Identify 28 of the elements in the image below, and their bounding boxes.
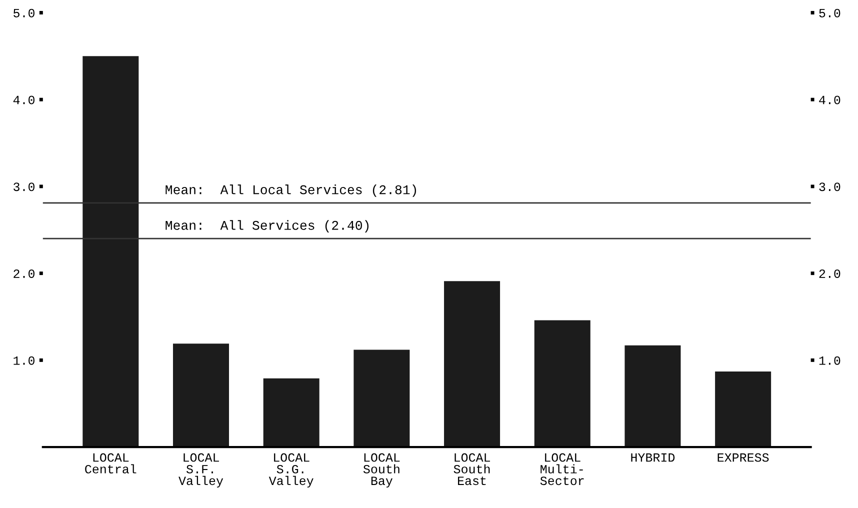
bar — [444, 281, 500, 448]
bar — [715, 371, 772, 448]
x-tick-label: LOCAL S.F. Valley — [178, 453, 224, 488]
y2-tick-label: 2.0 — [819, 269, 840, 278]
y2-tick-label: 1.0 — [819, 356, 840, 365]
x-tick-label: LOCAL S.G. Valley — [268, 453, 314, 488]
y2-tick-label: 4.0 — [819, 96, 840, 104]
y2-tick-label: 5.0 — [819, 8, 840, 18]
x-tick-label: LOCAL South Bay — [363, 453, 400, 488]
y-tick-label: 4.0 — [13, 96, 34, 104]
x-tick-label: LOCAL Multi- Sector — [540, 453, 584, 486]
x-tick-label: LOCAL Central — [85, 453, 136, 474]
x-tick-label: LOCAL South East — [454, 453, 490, 486]
bar — [263, 378, 320, 448]
bar — [82, 56, 139, 448]
bar — [534, 320, 590, 448]
x-tick-label: EXPRESS — [718, 453, 769, 462]
bar — [354, 350, 410, 448]
y-tick-label: 1.0 — [14, 356, 34, 365]
x-tick-label: HYBRID — [631, 453, 675, 462]
y-tick-label: 2.0 — [14, 269, 34, 278]
bar — [624, 345, 681, 448]
ref-line-label: Mean: All Local Services (2.81) — [166, 184, 416, 197]
y-tick-label: 3.0 — [14, 182, 34, 192]
y2-tick-label: 3.0 — [819, 182, 840, 192]
y-tick-label: 5.0 — [14, 8, 34, 18]
bar — [172, 344, 230, 448]
ref-line-label: Mean: All Services (2.40) — [166, 220, 369, 232]
